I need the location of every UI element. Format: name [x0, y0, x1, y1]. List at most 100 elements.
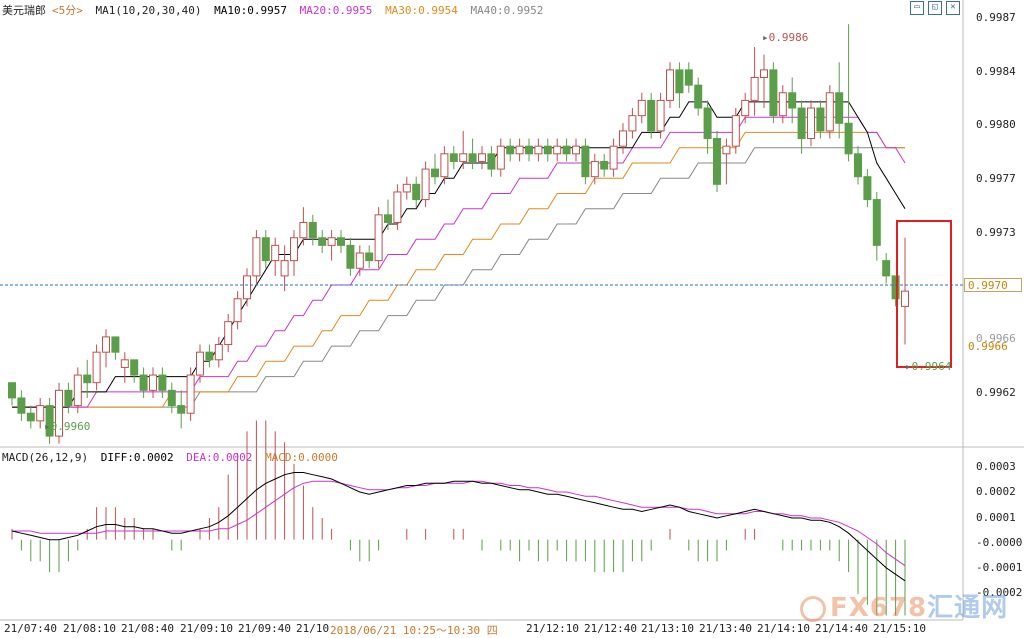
- current-price-tag: 0.9970: [964, 278, 1022, 292]
- candle-body: [337, 237, 345, 246]
- candles: [8, 24, 909, 444]
- candle: [431, 153, 439, 185]
- candle-body: [891, 275, 900, 300]
- candle-body: [750, 77, 759, 101]
- candle-body: [167, 389, 176, 407]
- price-tick: 0.9962: [976, 386, 1016, 399]
- candle-body: [196, 351, 204, 376]
- candle-body: [130, 359, 139, 376]
- candle-body: [139, 374, 148, 391]
- candle: [496, 138, 505, 177]
- time-tick: 21/14:40: [815, 622, 868, 635]
- candle: [600, 153, 609, 177]
- watermark: FX678汇通网: [800, 587, 1008, 624]
- low-left-value: 0.9960: [50, 420, 91, 433]
- candle: [872, 191, 881, 261]
- candle: [666, 62, 674, 109]
- period-selector[interactable]: <5分>: [52, 4, 83, 17]
- candle: [402, 176, 411, 200]
- low-annotation-right: ▸0.9964: [905, 360, 952, 373]
- candle-body: [496, 145, 505, 170]
- price-tick: 0.9980: [976, 118, 1016, 131]
- macd-params[interactable]: MACD(26,12,9): [2, 451, 89, 464]
- candle: [835, 62, 844, 139]
- candle: [365, 245, 374, 269]
- candle: [543, 138, 552, 162]
- candle: [243, 268, 251, 307]
- candle: [863, 169, 872, 208]
- candle: [778, 85, 787, 124]
- candle: [45, 397, 54, 444]
- candle: [374, 207, 383, 269]
- candle: [844, 24, 853, 162]
- time-tick: 21/12:10: [526, 622, 579, 635]
- candle-body: [459, 153, 468, 162]
- candle: [17, 390, 26, 421]
- candle-body: [280, 260, 289, 277]
- ma30-value: MA30:0.9954: [385, 4, 458, 17]
- candle: [647, 92, 656, 139]
- candle: [299, 207, 308, 246]
- low-right-value: 0.9964: [911, 360, 952, 373]
- candle-body: [694, 84, 703, 109]
- candle-body: [628, 115, 637, 132]
- time-tick: 21/09:10: [180, 622, 233, 635]
- ma20-line: [12, 116, 906, 408]
- candle: [261, 230, 270, 269]
- macd-diff: DIFF:0.0002: [100, 451, 174, 464]
- time-tick: 21/09:40: [238, 622, 291, 635]
- collapse-icon[interactable]: ▭: [910, 1, 924, 15]
- candle: [440, 146, 449, 185]
- expand-icon[interactable]: ◱: [928, 1, 942, 15]
- candle-body: [487, 153, 496, 170]
- close-icon[interactable]: ✕: [946, 1, 960, 15]
- candle-body: [722, 145, 731, 155]
- candle: [271, 237, 280, 276]
- candle-body: [572, 145, 580, 155]
- high-value: 0.9986: [768, 31, 809, 44]
- candle-body: [214, 344, 223, 361]
- candle-body: [64, 389, 73, 407]
- candle-body: [111, 336, 120, 353]
- ma-indicator-label[interactable]: MA1(10,20,30,40): [95, 4, 202, 17]
- candle: [656, 92, 665, 139]
- time-tick: 21/13:40: [699, 622, 752, 635]
- candle: [506, 138, 515, 162]
- candle-body: [365, 252, 374, 262]
- candle: [8, 382, 16, 406]
- candle-body: [449, 153, 458, 162]
- macd-pane: [11, 420, 906, 616]
- candle: [675, 62, 684, 109]
- candle: [224, 314, 233, 353]
- candle-body: [45, 405, 54, 437]
- candle: [26, 405, 35, 429]
- candle: [515, 138, 524, 162]
- candle-body: [17, 397, 26, 414]
- macd-tick: 0.0003: [976, 460, 1016, 473]
- candle-body: [854, 153, 862, 178]
- candle-body: [73, 374, 82, 407]
- candle-body: [186, 374, 195, 414]
- candle: [769, 62, 778, 124]
- candle-body: [393, 191, 402, 223]
- dea-line: [12, 480, 906, 567]
- candle-body: [600, 160, 609, 170]
- low-annotation-left: ▸0.9960: [44, 420, 91, 433]
- candle: [102, 329, 110, 368]
- ma-lines: [12, 101, 906, 408]
- candle: [807, 100, 815, 147]
- candle-body: [83, 374, 92, 384]
- candle: [581, 138, 590, 185]
- time-tick: 21/08:40: [121, 622, 174, 635]
- candle: [130, 359, 139, 383]
- candle-body: [36, 405, 45, 422]
- candle-body: [619, 130, 627, 147]
- candle-body: [703, 107, 712, 140]
- candle: [478, 146, 486, 170]
- candle: [290, 230, 298, 276]
- candle-body: [346, 244, 355, 269]
- symbol-label[interactable]: 美元瑞郎: [2, 4, 46, 17]
- candle: [412, 176, 421, 208]
- candle-body: [534, 145, 543, 155]
